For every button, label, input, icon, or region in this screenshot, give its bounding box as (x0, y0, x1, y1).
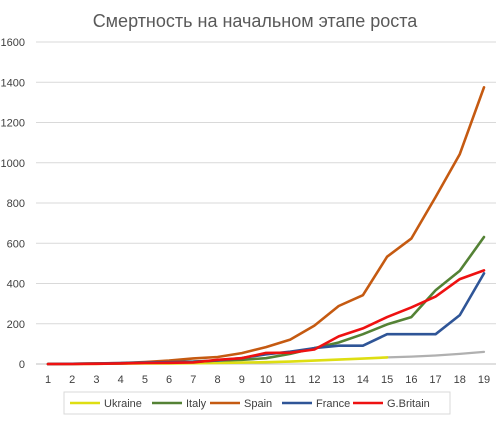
x-tick-label: 17 (429, 374, 441, 386)
x-tick-label: 6 (166, 374, 172, 386)
x-tick-label: 19 (478, 374, 490, 386)
x-tick-label: 13 (333, 374, 345, 386)
x-tick-label: 1 (45, 374, 51, 386)
y-tick-label: 800 (7, 198, 25, 210)
legend-label-spain: Spain (244, 398, 272, 410)
series-line-trend (386, 350, 486, 359)
y-tick-label: 1000 (1, 158, 25, 170)
x-tick-label: 14 (357, 374, 369, 386)
legend-label-france: France (316, 398, 350, 410)
x-tick-label: 10 (260, 374, 272, 386)
x-tick-label: 8 (214, 374, 220, 386)
x-tick-label: 7 (190, 374, 196, 386)
legend-label-italy: Italy (186, 398, 207, 410)
series-line-g-britain (46, 269, 486, 366)
x-tick-label: 5 (142, 374, 148, 386)
x-tick-label: 18 (454, 374, 466, 386)
y-tick-label: 400 (7, 279, 25, 291)
x-tick-label: 3 (93, 374, 99, 386)
y-tick-label: 600 (7, 238, 25, 250)
x-tick-label: 11 (285, 374, 296, 386)
x-axis-ticks: 1 2 3 4 5 6 7 8 9 10 11 12 13 14 15 16 17 18 19 (45, 374, 490, 386)
x-tick-label: 2 (69, 374, 75, 386)
y-tick-label: 200 (7, 319, 25, 331)
legend: Ukraine Italy Spain France G.Britain (63, 391, 451, 415)
legend-label-g-britain: G.Britain (387, 398, 430, 410)
y-tick-label: 1400 (1, 77, 25, 89)
series-lines (46, 86, 486, 366)
x-tick-label: 9 (239, 374, 245, 386)
x-tick-label: 15 (381, 374, 393, 386)
y-axis-ticks: 0 200 400 600 800 1000 1200 1400 1600 (1, 37, 25, 371)
legend-label-ukraine: Ukraine (104, 398, 142, 410)
x-tick-label: 16 (405, 374, 417, 386)
x-tick-label: 4 (118, 374, 124, 386)
x-tick-label: 12 (308, 374, 320, 386)
legend-box (63, 391, 451, 415)
chart-title: Смертность на начальном этапе роста (93, 11, 419, 31)
y-tick-label: 1200 (1, 118, 25, 130)
y-tick-label: 0 (19, 359, 25, 371)
y-tick-label: 1600 (1, 37, 25, 49)
